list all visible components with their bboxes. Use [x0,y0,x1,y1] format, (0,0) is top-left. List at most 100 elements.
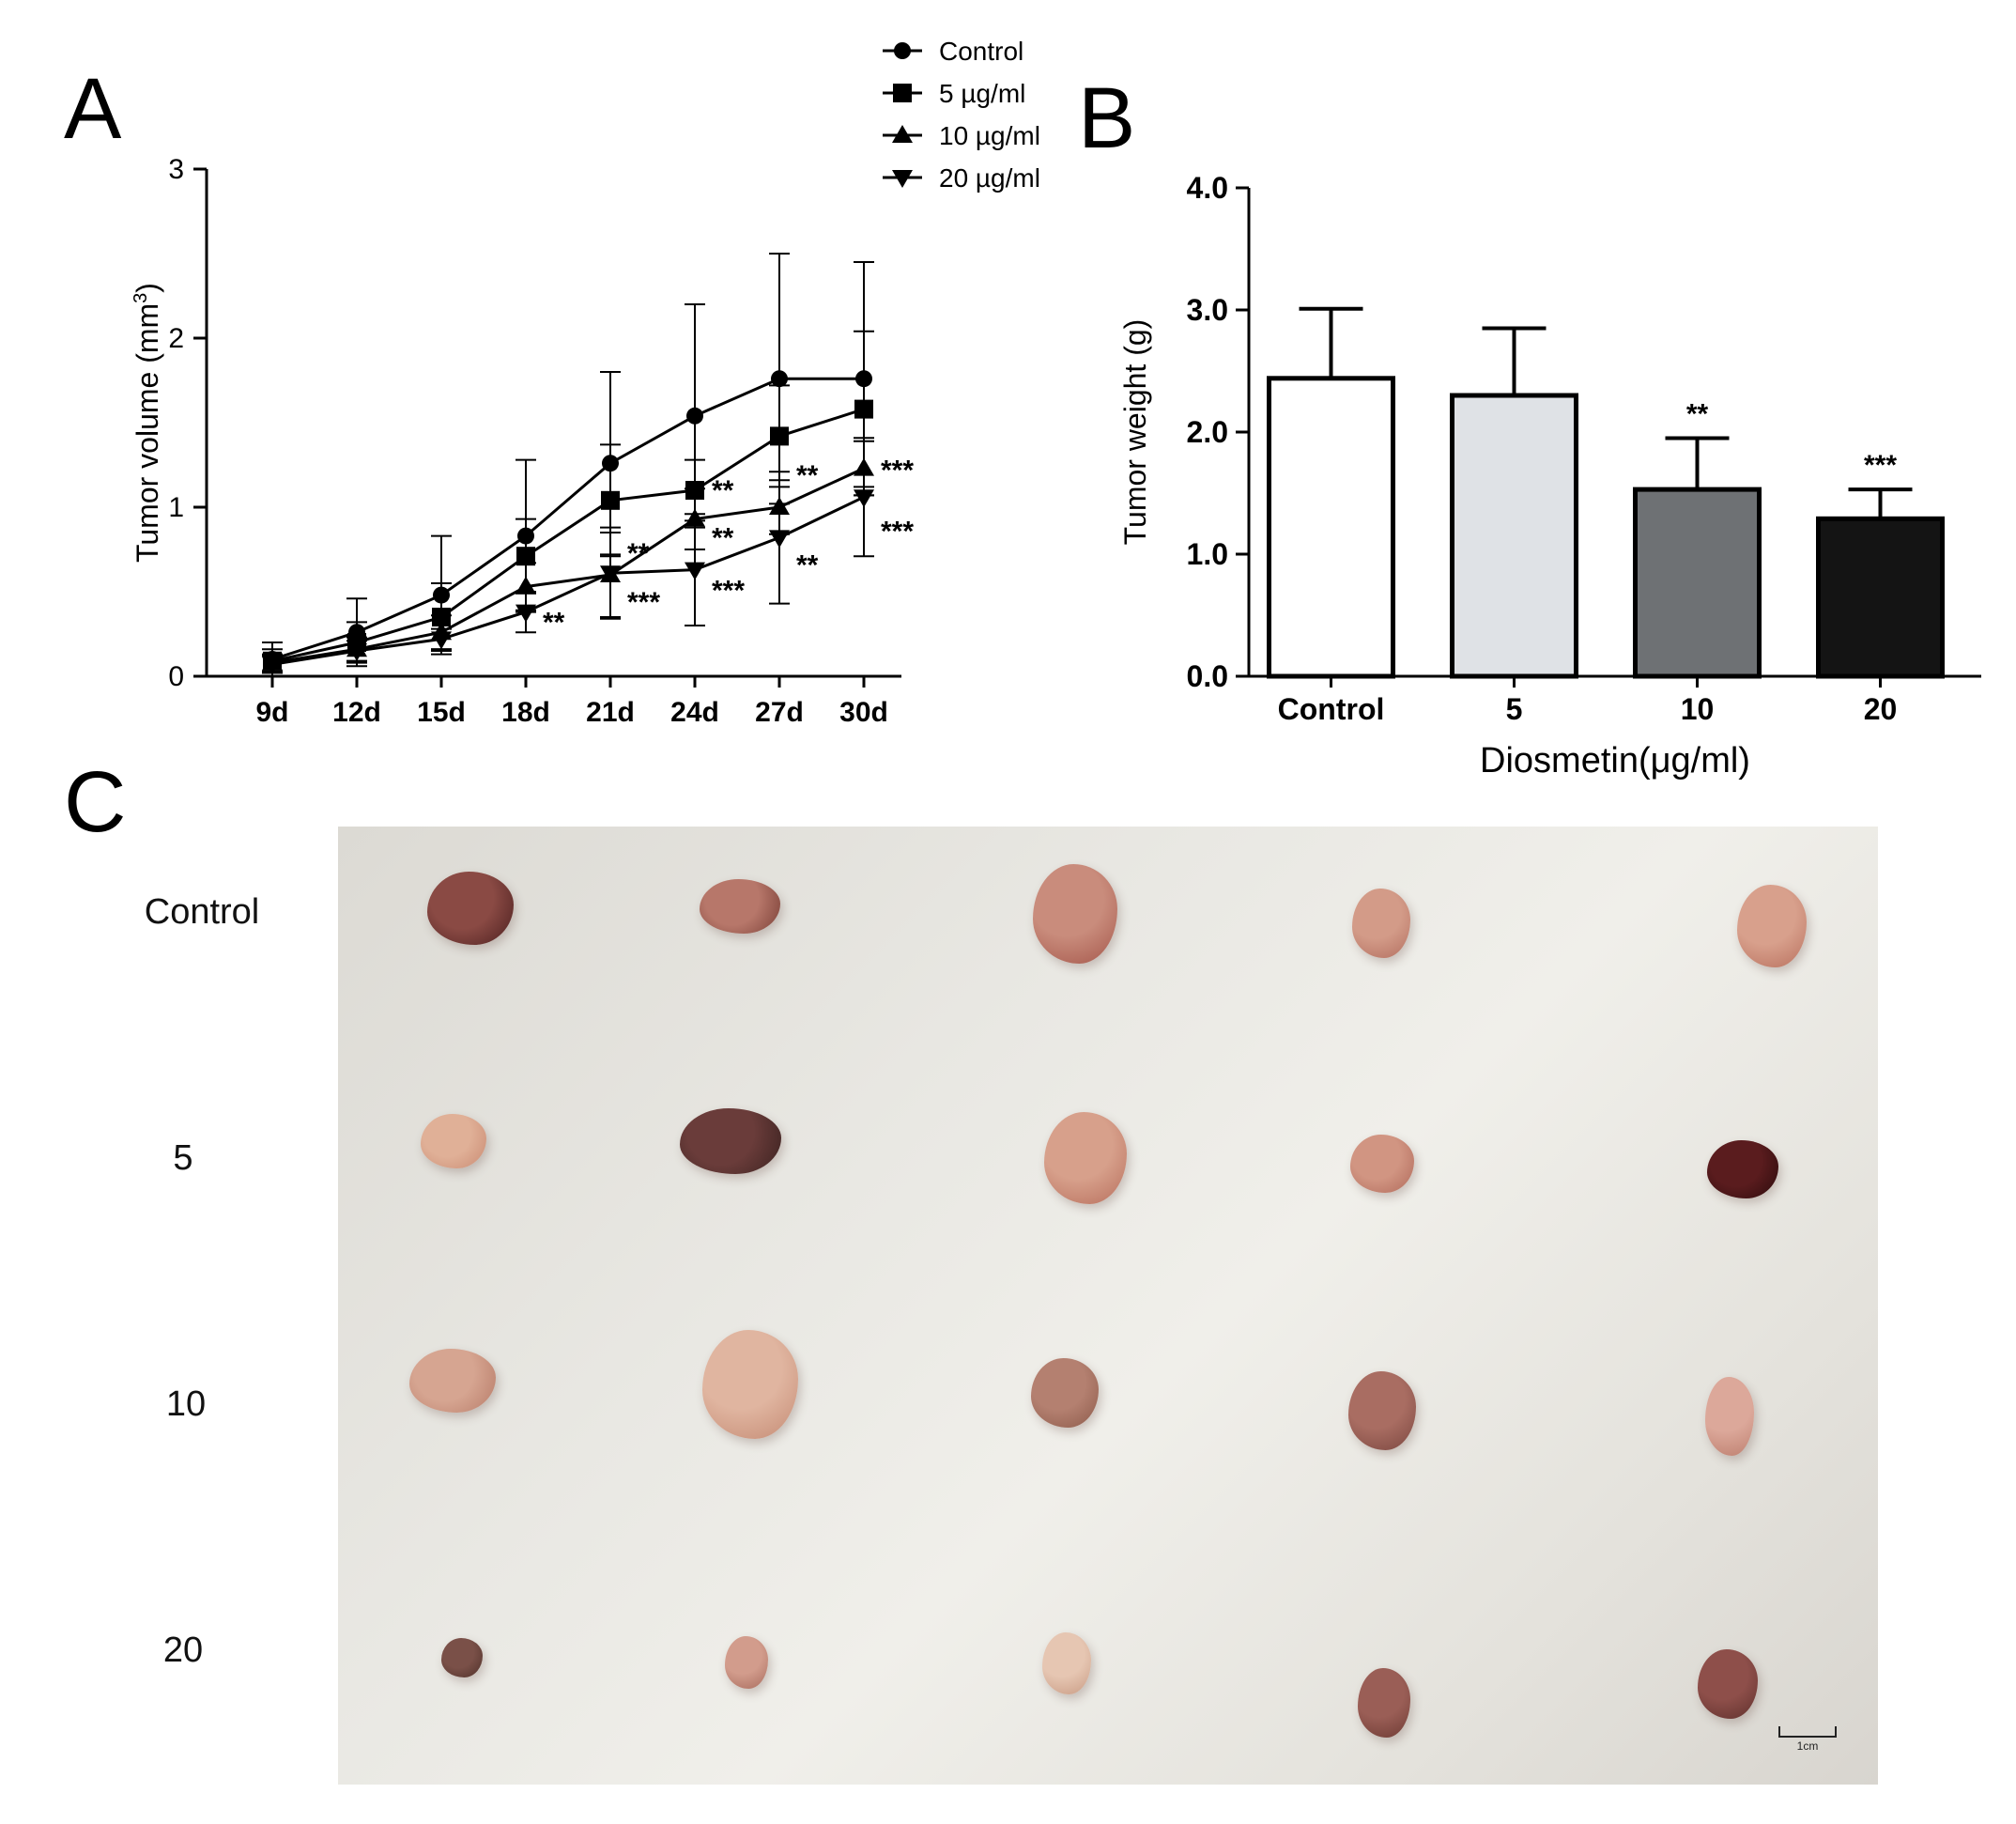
tumor-specimen [1350,1135,1414,1193]
tumor-specimen [1033,864,1117,964]
significance-annotation: ** [543,608,565,639]
x-tick-label: 20 [1864,692,1898,726]
series-0 [262,253,874,677]
tumor-specimen [700,879,780,934]
legend-marker [892,125,913,143]
significance-annotation: ** [796,460,819,491]
series-line [271,377,864,661]
significance-annotation: ** [796,549,819,580]
y-tick-label: 4.0 [1187,171,1228,205]
panel-label-a: A [64,61,122,157]
tumor-specimen [1707,1140,1778,1198]
y-tick-label: 2 [168,323,184,354]
data-point [685,562,705,580]
series-3 [262,437,874,675]
x-tick-label: 12d [332,697,381,728]
y-tick-label: 1.0 [1187,537,1228,571]
tumor-specimen [1044,1112,1127,1204]
x-tick-label: 24d [670,697,719,728]
significance-annotation: ** [1686,399,1709,430]
x-tick-label: 27d [755,697,804,728]
significance-annotation: *** [881,456,914,487]
bar [1450,393,1578,679]
significance-annotation: ** [627,538,650,569]
x-tick-label: 10 [1681,692,1715,726]
y-tick-label: 0.0 [1187,659,1228,693]
legend-label: 20 µg/ml [939,163,1040,193]
photo-row-label-5: 5 [173,1138,193,1178]
panel-label-c: C [64,754,127,850]
series-line [271,408,865,663]
legend-marker [893,84,912,102]
x-tick-label: 15d [417,697,466,728]
tumor-specimen [702,1330,798,1439]
y-axis-label: Tumor volume (mm3) [131,283,164,563]
significance-annotation: ** [712,475,734,506]
series-line [271,495,865,666]
tumor-specimen [725,1636,768,1689]
data-point [769,530,790,549]
tumor-specimen [427,872,514,945]
tumor-volume-line-chart: 0 1 2 3 9d 12d 15d 18d 21d 24d 27d 30d Tumor volume … [131,37,1040,728]
significance-annotation: *** [627,587,660,618]
photo-row-label-10: 10 [165,1384,207,1424]
data-point [516,604,536,623]
x-axis-label: Diosmetin(μg/ml) [1480,741,1750,781]
data-point [771,370,788,388]
data-point [854,489,874,508]
significance-annotation: ** [712,523,734,554]
data-point [431,631,452,650]
panel-label-b: B [1078,70,1136,166]
significance-annotation: *** [712,575,745,606]
scale-bar [1778,1726,1837,1738]
bar [1816,516,1945,679]
tumor-specimen [1698,1649,1758,1719]
legend-label: 10 µg/ml [939,121,1040,150]
tumor-specimen [421,1114,486,1168]
y-tick-label: 0 [168,661,184,692]
tumor-specimen [1358,1668,1410,1738]
series-2 [262,440,874,672]
y-tick-label: 1 [168,492,184,523]
tumor-photo-panel [338,827,1878,1785]
photo-row-label-control: Control [144,892,260,932]
legend-marker [894,42,911,59]
tumor-specimen [680,1108,781,1174]
tumor-specimen [1031,1358,1099,1428]
data-point [770,426,789,446]
bar [1267,376,1395,679]
tumor-specimen [1705,1377,1754,1456]
x-tick-label: 18d [501,697,550,728]
bar [1633,487,1762,679]
legend-label: 5 µg/ml [939,79,1025,108]
data-point [601,490,620,510]
tumor-specimen [1737,885,1807,967]
x-tick-label: 9d [255,697,288,728]
legend-label: Control [939,37,1023,66]
x-tick-label: 21d [586,697,635,728]
series-line [271,467,865,665]
data-point [516,547,535,566]
y-axis-label: Tumor weight (g) [1118,319,1152,546]
tumor-weight-bar-chart: 0.0 1.0 2.0 3.0 4.0 Tumor weight (g) Control 5 1… [1118,171,1981,781]
significance-annotation: *** [881,516,914,547]
data-point [516,576,536,595]
data-point [346,643,367,661]
x-tick-label: Control [1278,692,1385,726]
tumor-specimen [1042,1632,1091,1694]
data-point [262,657,283,675]
tumor-specimen [1348,1371,1416,1450]
legend-marker [892,170,913,188]
significance-annotation: *** [1864,450,1897,481]
x-tick-label: 5 [1506,692,1523,726]
photo-row-label-20: 20 [162,1631,204,1670]
y-tick-label: 2.0 [1187,415,1228,449]
x-tick-label: 30d [839,697,888,728]
tumor-specimen [409,1349,496,1413]
y-tick-label: 3.0 [1187,293,1228,327]
scale-bar-label: 1cm [1796,1739,1819,1753]
data-point [854,399,873,419]
tumor-specimen [441,1638,483,1677]
data-point [686,407,703,425]
y-tick-label: 3 [168,154,184,185]
